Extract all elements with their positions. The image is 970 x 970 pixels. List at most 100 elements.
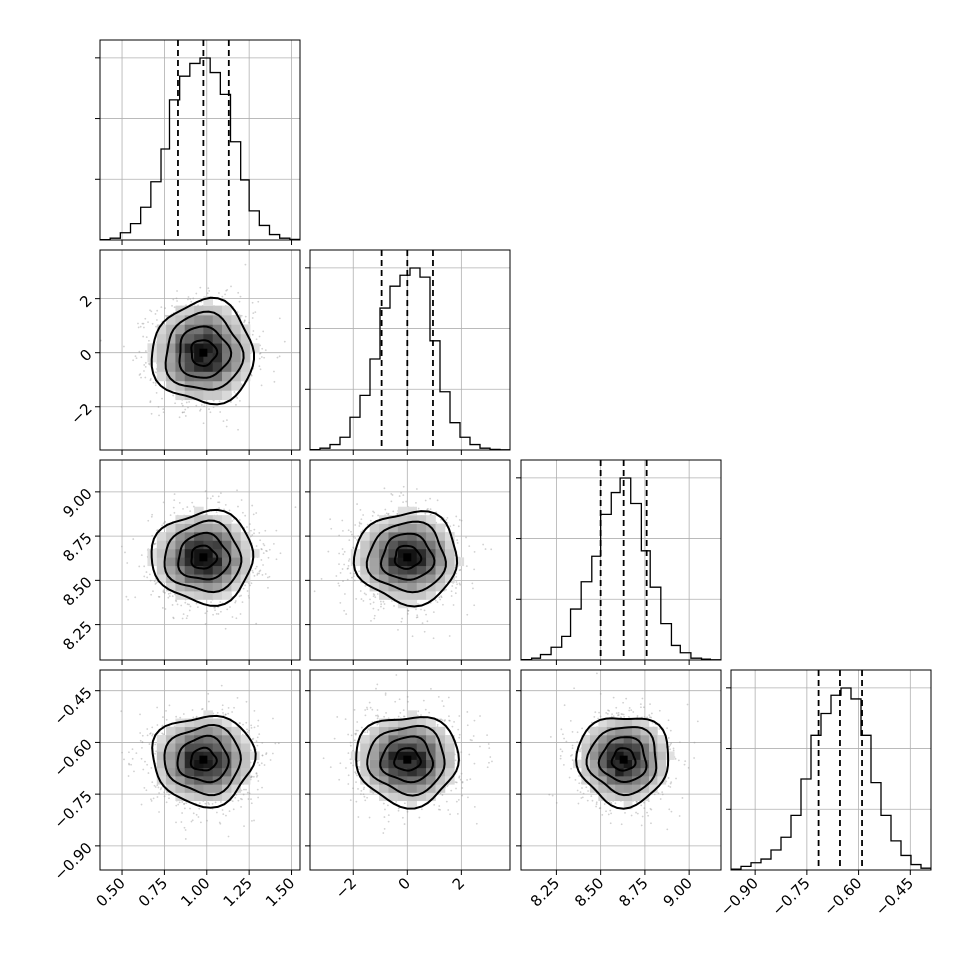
scatter-point — [154, 542, 157, 545]
scatter-point — [400, 620, 403, 623]
scatter-point — [261, 347, 264, 350]
scatter-point — [176, 603, 179, 606]
scatter-point — [162, 589, 165, 592]
scatter-point — [206, 819, 208, 822]
scatter-point — [171, 604, 174, 606]
scatter-point — [352, 535, 355, 538]
scatter-point — [252, 571, 254, 574]
scatter-point — [223, 508, 225, 511]
scatter-point — [439, 598, 442, 601]
scatter-point — [353, 573, 355, 575]
scatter-point — [251, 333, 254, 336]
scatter-point — [219, 610, 222, 613]
scatter-point — [465, 565, 468, 567]
scatter-panel-3-2 — [305, 459, 511, 665]
panel-content — [100, 460, 300, 660]
scatter-point — [132, 538, 135, 540]
panel-content — [310, 460, 510, 660]
scatter-point — [260, 384, 263, 387]
scatter-point — [258, 357, 261, 360]
density-cell — [250, 548, 260, 558]
scatter-point — [294, 506, 297, 509]
contour-line — [177, 531, 232, 581]
scatter-point — [247, 594, 250, 597]
density-peak — [199, 553, 208, 562]
density-cell — [194, 523, 204, 533]
density-cell — [360, 565, 370, 575]
scatter-point — [204, 612, 207, 615]
density-cell — [397, 506, 408, 516]
scatter-point — [218, 501, 221, 504]
scatter-point — [407, 609, 410, 612]
scatter-point — [251, 534, 254, 536]
scatter-point — [343, 609, 346, 612]
scatter-point — [364, 585, 367, 587]
scatter-point — [393, 605, 395, 607]
scatter-point — [227, 706, 230, 709]
scatter-point — [219, 601, 222, 603]
scatter-point — [348, 539, 351, 541]
scatter-point — [369, 598, 371, 601]
density-cell — [416, 548, 427, 558]
scatter-point — [445, 518, 448, 521]
density-cell — [231, 362, 241, 372]
scatter-point — [251, 504, 254, 507]
density-cell — [194, 506, 204, 516]
density-cell — [194, 548, 204, 558]
density-cell — [166, 532, 176, 541]
scatter-point — [152, 381, 155, 384]
scatter-point — [144, 350, 147, 352]
density-cell — [444, 548, 455, 558]
scatter-point — [217, 495, 220, 498]
scatter-point — [175, 715, 178, 718]
scatter-point — [139, 325, 142, 328]
contour-line — [163, 519, 243, 594]
scatter-point — [147, 519, 150, 522]
scatter-point — [262, 543, 265, 545]
density-cell — [156, 532, 167, 541]
scatter-point — [236, 396, 239, 399]
scatter-point — [261, 574, 264, 576]
scatter-point — [341, 548, 344, 550]
scatter-point — [175, 297, 178, 300]
scatter-point — [225, 289, 228, 292]
scatter-point — [151, 534, 154, 537]
scatter-point — [120, 545, 123, 548]
scatter-point — [180, 604, 183, 607]
scatter-point — [160, 306, 163, 309]
scatter-point — [360, 522, 363, 525]
density-cell — [360, 532, 370, 541]
density-cell — [369, 532, 380, 541]
scatter-point — [390, 500, 393, 503]
scatter-point — [261, 754, 264, 757]
scatter-point — [164, 314, 167, 317]
scatter-point — [415, 616, 418, 619]
scatter-panel-3-1 — [95, 459, 301, 665]
scatter-point — [338, 584, 341, 587]
scatter-point — [215, 511, 218, 513]
scatter-point — [241, 601, 244, 604]
density-cell — [175, 532, 186, 541]
scatter-point — [144, 317, 147, 320]
scatter-point — [349, 572, 352, 575]
scatter-point — [203, 405, 206, 408]
scatter-point — [210, 601, 212, 604]
scatter-point — [207, 700, 210, 703]
density-cell — [166, 333, 176, 344]
scatter-point — [151, 322, 154, 325]
scatter-point — [248, 523, 251, 525]
scatter-point — [234, 600, 237, 602]
density-cell — [435, 582, 446, 592]
scatter-point — [238, 399, 241, 402]
scatter-point — [189, 298, 192, 300]
scatter-point — [240, 314, 243, 317]
scatter-point — [234, 601, 237, 604]
scatter-point — [251, 775, 253, 778]
scatter-point — [238, 595, 241, 598]
density-cell — [231, 371, 241, 382]
density-cell — [426, 532, 436, 541]
panel-content — [100, 40, 300, 240]
scatter-point — [233, 391, 236, 393]
scatter-point — [259, 352, 262, 355]
scatter-point — [473, 568, 476, 571]
